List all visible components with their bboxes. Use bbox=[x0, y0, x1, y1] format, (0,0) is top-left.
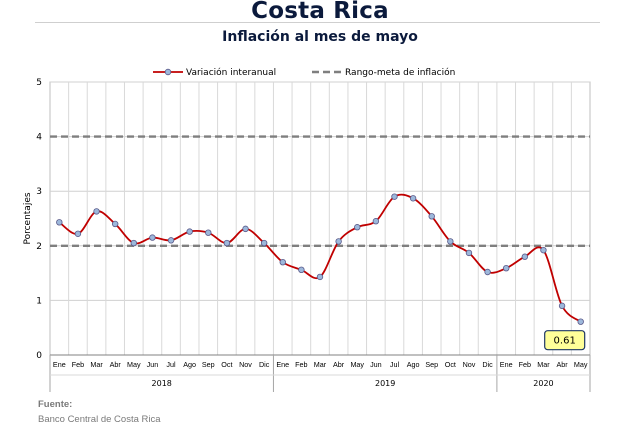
data-point bbox=[316, 273, 324, 281]
data-point bbox=[484, 268, 491, 276]
x-tick-label: Oct bbox=[445, 360, 456, 369]
callout-box bbox=[544, 330, 586, 351]
series-group bbox=[56, 193, 584, 325]
data-point bbox=[558, 302, 566, 310]
y-tick-label: 3 bbox=[36, 187, 42, 197]
data-point bbox=[279, 258, 286, 266]
target-range-lines bbox=[50, 135, 590, 248]
x-tick-label: Ene bbox=[500, 360, 513, 369]
x-tick-label: Mar bbox=[537, 360, 550, 369]
source-heading: Fuente: bbox=[38, 399, 73, 410]
x-tick-label: Oct bbox=[221, 360, 232, 369]
legend-marker-inflation bbox=[164, 68, 172, 76]
data-point bbox=[242, 225, 249, 233]
chart-grid bbox=[49, 81, 591, 356]
data-point bbox=[111, 220, 119, 228]
data-point bbox=[465, 249, 473, 257]
data-point bbox=[354, 224, 361, 231]
year-label: 2018 bbox=[152, 379, 172, 388]
data-point bbox=[521, 253, 529, 260]
source-note: Fuente: Banco Central de Costa Rica bbox=[38, 397, 161, 427]
x-tick-label: May bbox=[127, 360, 141, 369]
y-tick-label: 0 bbox=[36, 351, 42, 361]
x-tick-label: Abr bbox=[556, 360, 568, 369]
x-tick-label: Jun bbox=[370, 360, 382, 369]
data-point bbox=[186, 228, 193, 235]
data-point bbox=[205, 229, 212, 236]
data-point bbox=[74, 230, 82, 237]
y-axis-title: Porcentajes bbox=[23, 192, 33, 244]
x-tick-label: Ene bbox=[53, 360, 66, 369]
callout-value: 0.61 bbox=[554, 336, 576, 347]
x-tick-label: Jul bbox=[166, 360, 176, 369]
chart-subtitle: Inflación al mes de mayo bbox=[222, 29, 418, 45]
y-tick-label: 1 bbox=[36, 296, 42, 306]
data-point bbox=[428, 213, 435, 220]
x-tick-label: May bbox=[574, 360, 588, 369]
value-callout: 0.61 bbox=[544, 330, 586, 351]
line-chart: 0 1 2 3 4 5 Porcentajes Ene Feb Mar Abr May Jun Jul Ag… bbox=[23, 67, 591, 392]
x-tick-label: Abr bbox=[333, 360, 345, 369]
x-tick-label: Ago bbox=[183, 360, 196, 369]
data-point bbox=[503, 264, 510, 272]
x-tick-label: Mar bbox=[314, 360, 327, 369]
data-point bbox=[56, 219, 63, 226]
x-tick-label: Sep bbox=[202, 360, 215, 369]
y-tick-label: 5 bbox=[36, 78, 42, 88]
x-tick-label: Abr bbox=[110, 360, 122, 369]
data-point bbox=[335, 238, 342, 245]
year-label: 2020 bbox=[533, 379, 553, 388]
x-tick-label: May bbox=[350, 360, 364, 369]
chart-legend: Variación interanual Rango-meta de inflac… bbox=[153, 67, 455, 78]
x-tick-label: Feb bbox=[295, 360, 307, 369]
x-tick-label: Ene bbox=[276, 360, 289, 369]
x-tick-label: Jun bbox=[147, 360, 159, 369]
plot-area bbox=[49, 81, 591, 356]
x-tick-label: Ago bbox=[407, 360, 420, 369]
x-tick-label: Feb bbox=[72, 360, 84, 369]
legend-label-inflation: Variación interanual bbox=[186, 67, 276, 78]
x-tick-label: Sep bbox=[425, 360, 438, 369]
data-point bbox=[149, 234, 156, 241]
source-text: Banco Central de Costa Rica bbox=[38, 414, 161, 425]
x-tick-label: Nov bbox=[239, 360, 252, 369]
data-point bbox=[298, 266, 305, 274]
year-label: 2019 bbox=[375, 379, 395, 388]
data-point bbox=[372, 218, 380, 225]
data-point bbox=[223, 239, 231, 247]
x-tick-label: Dic bbox=[259, 360, 270, 369]
x-tick-label: Dic bbox=[482, 360, 493, 369]
data-point bbox=[130, 239, 137, 247]
data-point bbox=[447, 238, 454, 245]
data-point bbox=[409, 195, 417, 202]
x-tick-label: Mar bbox=[90, 360, 103, 369]
data-point bbox=[260, 239, 268, 247]
data-point bbox=[391, 193, 398, 200]
data-point bbox=[167, 237, 175, 244]
x-tick-label: Jul bbox=[390, 360, 400, 369]
y-tick-label: 2 bbox=[36, 242, 42, 252]
x-tick-label: Feb bbox=[519, 360, 531, 369]
chart-title: Costa Rica bbox=[251, 0, 389, 24]
data-point bbox=[540, 246, 547, 254]
x-tick-label: Nov bbox=[463, 360, 476, 369]
data-point bbox=[93, 208, 100, 215]
chart-axes: 0 1 2 3 4 5 Porcentajes Ene Feb Mar Abr May Jun Jul Ag… bbox=[23, 78, 591, 392]
series-line-inflation bbox=[58, 193, 582, 323]
data-point bbox=[577, 318, 584, 325]
legend-label-target: Rango-meta de inflación bbox=[345, 67, 455, 78]
title-divider bbox=[35, 22, 600, 23]
y-tick-label: 4 bbox=[36, 133, 42, 143]
